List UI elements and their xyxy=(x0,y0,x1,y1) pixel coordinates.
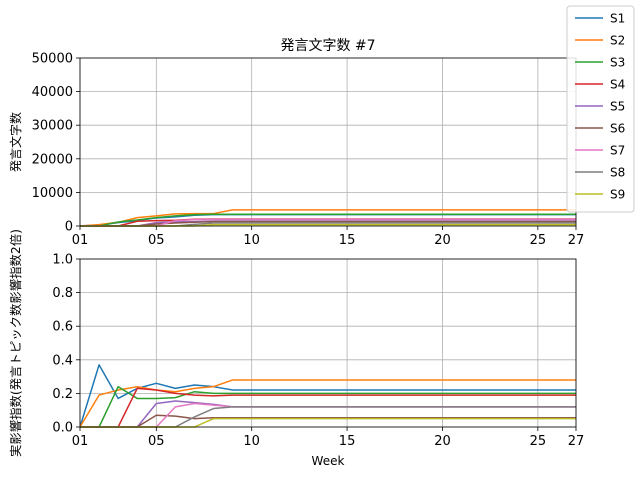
x-tick-label: 27 xyxy=(568,434,585,449)
legend-label-s5: S5 xyxy=(610,100,625,114)
legend-label-s1: S1 xyxy=(610,12,625,26)
y-tick-label: 40000 xyxy=(32,85,73,100)
y-tick-label: 0.2 xyxy=(52,387,73,402)
x-tick-label: 15 xyxy=(339,233,356,248)
series-line-s9 xyxy=(80,417,576,428)
legend-label-s2: S2 xyxy=(610,34,625,48)
series-line-s6 xyxy=(80,414,576,428)
x-tick-label: 05 xyxy=(148,233,165,248)
legend-label-s8: S8 xyxy=(610,166,625,180)
x-tick-label: 15 xyxy=(339,434,356,449)
top-chart-panel: 01 05 10 15 20 25 27 0 10000 20000 30000 40000 50000… xyxy=(8,38,584,248)
y-tick-label: 50000 xyxy=(32,52,73,67)
x-tick-label: 20 xyxy=(434,233,451,248)
x-tick-label: 25 xyxy=(530,434,547,449)
y-axis-label: 発言文字数 xyxy=(8,112,23,172)
series-line-s1 xyxy=(79,364,576,428)
legend-label-s7: S7 xyxy=(610,144,625,158)
series-line-s3 xyxy=(80,213,576,227)
x-tick-label: 05 xyxy=(148,434,165,449)
y-axis-label: 実影響指数(発言トピック数影響指数2倍) xyxy=(8,229,23,457)
x-tick-label: 25 xyxy=(530,233,547,248)
series-line-s4 xyxy=(80,387,576,428)
series-line-s7 xyxy=(80,218,576,227)
series-line-s3 xyxy=(80,385,576,428)
series-line-s2 xyxy=(79,379,576,428)
plot-frame xyxy=(79,258,577,428)
series-line-s2 xyxy=(79,209,576,227)
x-tick-label: 10 xyxy=(243,233,260,248)
y-tick-label: 30000 xyxy=(32,119,73,134)
legend-label-s4: S4 xyxy=(610,78,625,92)
x-tick-label: 20 xyxy=(434,434,451,449)
bottom-chart-panel: 01 05 10 15 20 25 27 0.0 0.2 0.4 0.6 0.8 1.0 Week 実影響指… xyxy=(8,229,584,468)
y-tick-label: 0.8 xyxy=(52,286,73,301)
y-tick-label: 0.4 xyxy=(52,353,73,368)
x-axis-label: Week xyxy=(312,454,345,468)
x-tick-label: 10 xyxy=(243,434,260,449)
legend-box xyxy=(566,5,635,213)
legend-label-s9: S9 xyxy=(610,188,625,202)
y-tick-label: 20000 xyxy=(32,152,73,167)
legend-label-s3: S3 xyxy=(610,56,625,70)
x-tick-label: 01 xyxy=(72,434,89,449)
x-tick-label: 01 xyxy=(72,233,89,248)
legend: S1 S2 S3 S4 S5 S6 S7 S8 S9 xyxy=(566,5,635,213)
plot-frame xyxy=(79,57,577,227)
y-tick-label: 0 xyxy=(65,220,73,235)
x-tick-label: 27 xyxy=(568,233,585,248)
y-tick-label: 0.6 xyxy=(52,320,73,335)
chart-title: 発言文字数 #7 xyxy=(280,38,375,54)
y-tick-label: 1.0 xyxy=(52,253,73,268)
y-tick-label: 10000 xyxy=(32,186,73,201)
series-line-s5 xyxy=(80,400,576,428)
y-tick-label: 0.0 xyxy=(52,421,73,436)
legend-label-s6: S6 xyxy=(610,122,625,136)
